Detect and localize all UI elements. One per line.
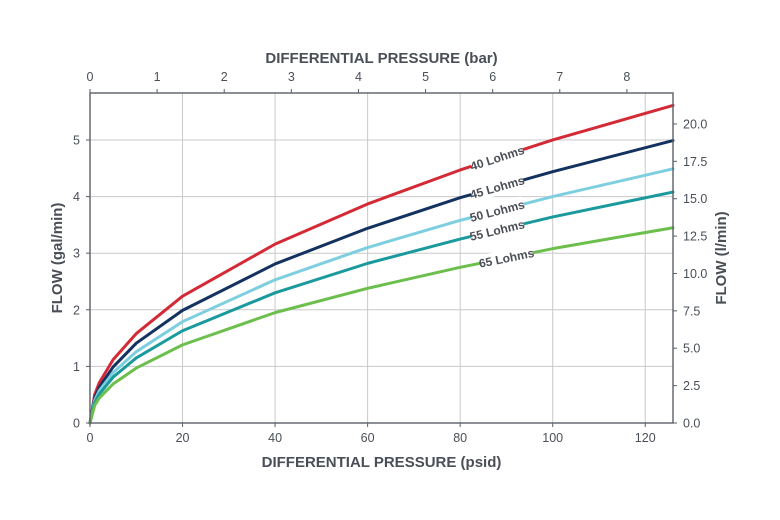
series-curves [88,103,675,425]
series-line [88,103,675,425]
plot-frame [89,92,674,424]
x-bottom-tick-label: 60 [361,431,375,445]
y-axis-right-title: FLOW (l/min) [713,211,730,304]
curve-label-background [478,244,535,272]
y-left-tick-label: 5 [73,133,80,147]
curve-label: 65 Lohms [478,244,536,272]
y-right-tick-label: 5.0 [683,342,700,356]
x-top-tick-label: 7 [556,70,563,84]
series-line [88,190,675,425]
y-right-tick-label: 12.5 [683,230,707,244]
x-bottom-tick-label: 80 [453,431,467,445]
y-left-tick-label: 1 [73,360,80,374]
x-bottom-tick-label: 20 [176,431,190,445]
x-top-tick-label: 2 [221,70,228,84]
y-right-tick-label: 7.5 [683,304,700,318]
x-top-tick-label: 1 [154,70,161,84]
x-bottom-tick-label: 120 [635,431,656,445]
x-top-tick-label: 6 [489,70,496,84]
series-line [88,167,675,425]
y-left-tick-label: 4 [73,190,80,204]
y-right-tick-label: 10.0 [683,267,707,281]
y-left-tick-label: 2 [73,303,80,317]
y-right-tick-label: 17.5 [683,155,707,169]
x-top-tick-label: 8 [623,70,630,84]
curve-label-background [469,172,526,203]
grid-lines [90,93,673,423]
x-bottom-tick-label: 0 [87,431,94,445]
curve-label-background [469,216,526,245]
x-top-tick-label: 3 [288,70,295,84]
x-axis-bottom-title: DIFFERENTIAL PRESSURE (psid) [262,454,502,471]
x-bottom-tick-label: 100 [542,431,563,445]
curve-label-text: 65 Lohms [478,246,536,271]
y-left-tick-label: 3 [73,247,80,261]
series-line [88,139,675,425]
curve-label-text: 40 Lohms [468,143,526,174]
y-right-tick-label: 2.5 [683,379,700,393]
curve-label-background [469,142,526,174]
curve-label-background [469,196,526,226]
y-right-tick-label: 15.0 [683,192,707,206]
y-right-tick-label: 0.0 [683,417,700,431]
x-top-tick-label: 4 [355,70,362,84]
y-left-tick-label: 0 [73,417,80,431]
y-axis-left-title: FLOW (gal/min) [49,203,66,314]
x-top-tick-label: 5 [422,70,429,84]
x-bottom-tick-label: 40 [268,431,282,445]
x-axis-top-title: DIFFERENTIAL PRESSURE (bar) [265,50,497,67]
y-right-tick-label: 20.0 [683,117,707,131]
x-top-tick-label: 0 [87,70,94,84]
curve-label: 40 Lohms [468,142,526,174]
